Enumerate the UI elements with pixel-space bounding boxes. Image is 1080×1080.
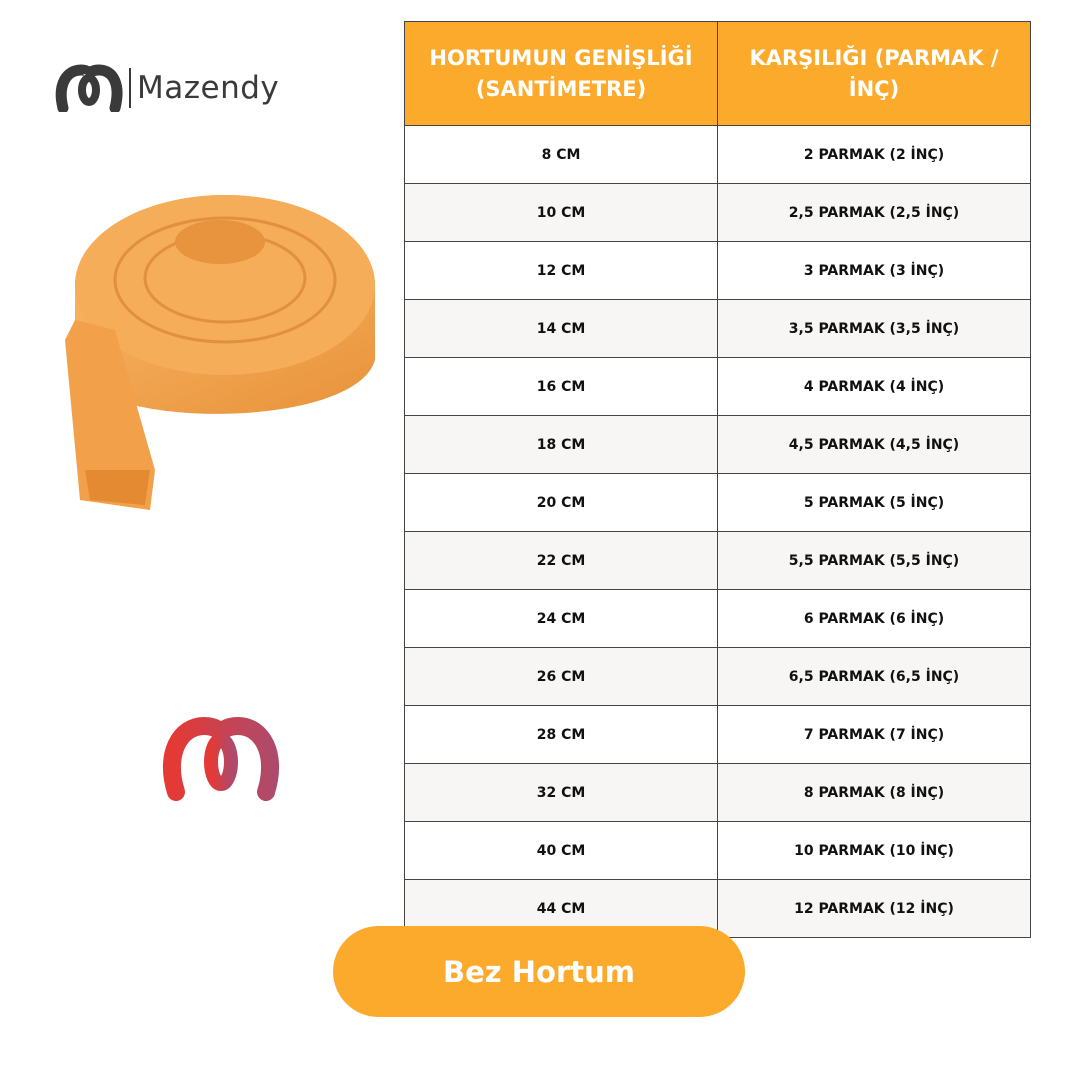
header-width-cm: HORTUMUN GENİŞLİĞİ (SANTİMETRE) [404, 21, 718, 126]
cell-width-cm: 26 CM [404, 647, 718, 706]
cell-inch: 4,5 PARMAK (4,5 İNÇ) [717, 415, 1031, 474]
cell-inch: 5,5 PARMAK (5,5 İNÇ) [717, 531, 1031, 590]
cell-width-cm: 40 CM [404, 821, 718, 880]
cell-inch: 8 PARMAK (8 İNÇ) [717, 763, 1031, 822]
table-row: 14 CM 3,5 PARMAK (3,5 İNÇ) [404, 299, 1031, 358]
cell-inch: 6 PARMAK (6 İNÇ) [717, 589, 1031, 648]
cell-width-cm: 20 CM [404, 473, 718, 532]
cell-width-cm: 22 CM [404, 531, 718, 590]
header-inch-equivalent: KARŞILIĞI (PARMAK / İNÇ) [717, 21, 1031, 126]
table-row: 32 CM 8 PARMAK (8 İNÇ) [404, 763, 1031, 822]
brand-name: Mazendy [137, 70, 280, 106]
table-row: 24 CM 6 PARMAK (6 İNÇ) [404, 589, 1031, 648]
table-row: 26 CM 6,5 PARMAK (6,5 İNÇ) [404, 647, 1031, 706]
bez-hortum-button[interactable]: Bez Hortum [333, 926, 745, 1017]
table-row: 8 CM 2 PARMAK (2 İNÇ) [404, 125, 1031, 184]
logo-divider [129, 68, 131, 108]
mazendy-mark-icon [163, 716, 279, 801]
cell-inch: 3,5 PARMAK (3,5 İNÇ) [717, 299, 1031, 358]
cell-inch: 12 PARMAK (12 İNÇ) [717, 879, 1031, 938]
table-row: 16 CM 4 PARMAK (4 İNÇ) [404, 357, 1031, 416]
table-row: 10 CM 2,5 PARMAK (2,5 İNÇ) [404, 183, 1031, 242]
table-row: 12 CM 3 PARMAK (3 İNÇ) [404, 241, 1031, 300]
cell-width-cm: 18 CM [404, 415, 718, 474]
cell-inch: 2,5 PARMAK (2,5 İNÇ) [717, 183, 1031, 242]
table-row: 22 CM 5,5 PARMAK (5,5 İNÇ) [404, 531, 1031, 590]
cell-width-cm: 14 CM [404, 299, 718, 358]
cell-width-cm: 32 CM [404, 763, 718, 822]
table-row: 18 CM 4,5 PARMAK (4,5 İNÇ) [404, 415, 1031, 474]
fabric-hose-image [65, 195, 375, 510]
table-row: 40 CM 10 PARMAK (10 İNÇ) [404, 821, 1031, 880]
cell-width-cm: 16 CM [404, 357, 718, 416]
brand-logo: Mazendy [55, 64, 279, 112]
cell-inch: 10 PARMAK (10 İNÇ) [717, 821, 1031, 880]
cell-inch: 7 PARMAK (7 İNÇ) [717, 705, 1031, 764]
cell-width-cm: 10 CM [404, 183, 718, 242]
table-row: 28 CM 7 PARMAK (7 İNÇ) [404, 705, 1031, 764]
mazendy-logo-icon [55, 64, 123, 112]
table-header-row: HORTUMUN GENİŞLİĞİ (SANTİMETRE) KARŞILIĞ… [404, 21, 1031, 126]
hose-size-table: HORTUMUN GENİŞLİĞİ (SANTİMETRE) KARŞILIĞ… [404, 21, 1031, 938]
cell-inch: 5 PARMAK (5 İNÇ) [717, 473, 1031, 532]
cell-inch: 4 PARMAK (4 İNÇ) [717, 357, 1031, 416]
cell-inch: 2 PARMAK (2 İNÇ) [717, 125, 1031, 184]
cell-inch: 3 PARMAK (3 İNÇ) [717, 241, 1031, 300]
cell-width-cm: 24 CM [404, 589, 718, 648]
cell-inch: 6,5 PARMAK (6,5 İNÇ) [717, 647, 1031, 706]
cell-width-cm: 8 CM [404, 125, 718, 184]
table-row: 20 CM 5 PARMAK (5 İNÇ) [404, 473, 1031, 532]
cell-width-cm: 12 CM [404, 241, 718, 300]
cell-width-cm: 28 CM [404, 705, 718, 764]
